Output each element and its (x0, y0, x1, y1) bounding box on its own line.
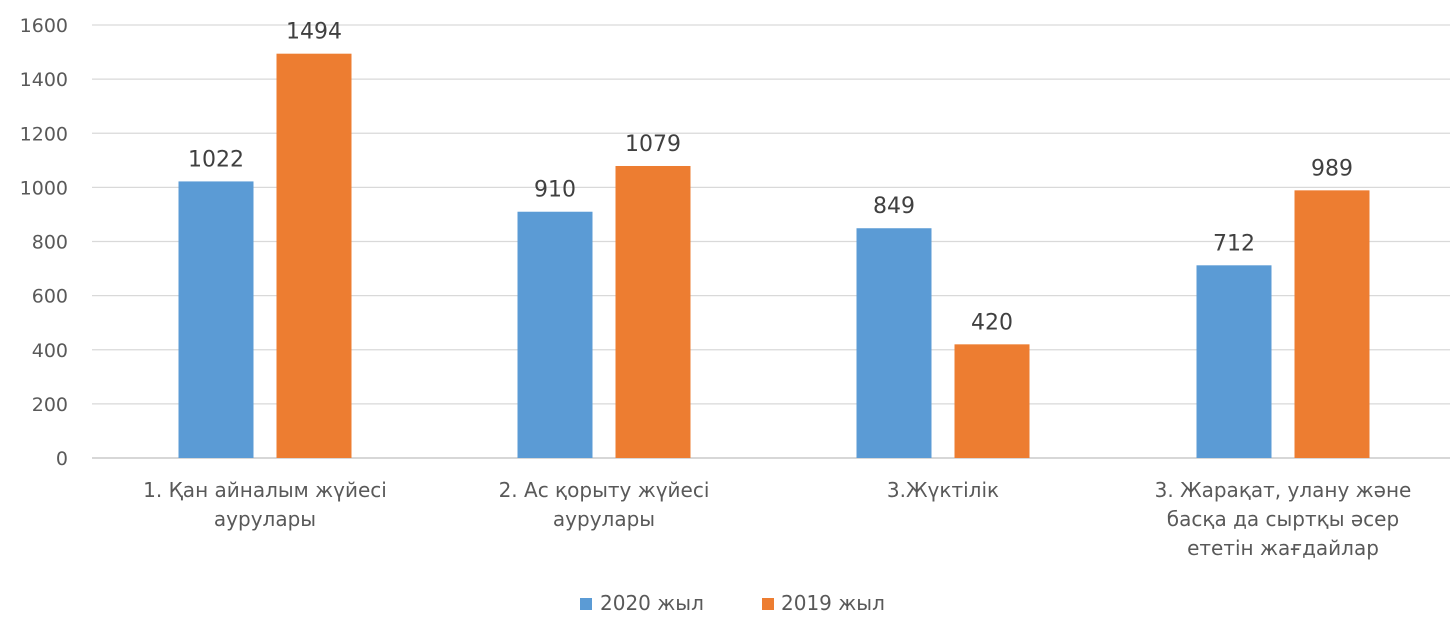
bar (517, 211, 593, 458)
legend-swatch (762, 598, 774, 610)
bar (615, 165, 691, 459)
legend-label: 2019 жыл (781, 591, 885, 615)
x-category-label: 3.Жүктілік (887, 478, 999, 502)
bar (856, 228, 932, 458)
bar (1294, 190, 1370, 458)
data-label: 1079 (625, 132, 681, 157)
bar (1196, 265, 1272, 458)
y-tick-label: 0 (56, 448, 68, 470)
data-label: 1022 (188, 147, 244, 172)
y-tick-label: 600 (32, 286, 68, 308)
y-tick-label: 1000 (20, 177, 68, 199)
legend-swatch (580, 598, 592, 610)
x-category-label: 1. Қан айналым жүйесі аурулары (143, 478, 387, 531)
bar (954, 344, 1030, 458)
bar (178, 181, 254, 458)
x-category-label: 2. Ас қорыту жүйесі аурулары (499, 478, 710, 531)
y-tick-label: 400 (32, 340, 68, 362)
y-tick-label: 200 (32, 394, 68, 416)
data-label: 712 (1213, 231, 1255, 256)
data-label: 420 (971, 310, 1013, 335)
data-label: 849 (873, 194, 915, 219)
y-tick-label: 1600 (20, 15, 68, 37)
legend-label: 2020 жыл (600, 591, 704, 615)
legend: 2020 жыл 2019 жыл (580, 591, 885, 615)
data-label: 910 (534, 178, 576, 203)
bar (276, 53, 352, 458)
x-category-label: 3. Жарақат, улану және басқа да сыртқы әс… (1155, 478, 1412, 560)
y-axis-tick-labels: 0 200 400 600 800 1000 1200 1400 1600 (20, 15, 68, 470)
x-axis-category-labels: 1. Қан айналым жүйесі аурулары 2. Ас қорыт… (143, 478, 1411, 560)
y-tick-label: 1400 (20, 69, 68, 91)
data-label: 1494 (286, 20, 342, 45)
bars (178, 53, 1370, 459)
y-tick-label: 1200 (20, 123, 68, 145)
y-tick-label: 800 (32, 232, 68, 254)
data-labels: 1022 1494 910 1079 849 420 712 989 (188, 20, 1353, 336)
data-label: 989 (1311, 156, 1353, 181)
